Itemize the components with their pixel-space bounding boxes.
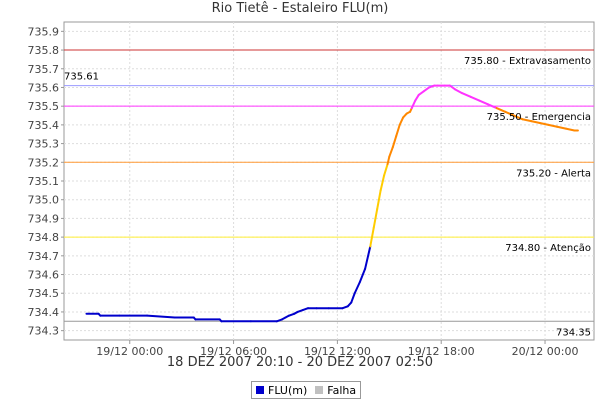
series-segment: [556, 125, 567, 130]
legend-swatch-flu: [256, 386, 264, 394]
chart-subtitle: 18 DEZ 2007 20:10 - 20 DEZ 2007 02:50: [166, 355, 434, 370]
series-segment: [353, 281, 361, 295]
threshold-label: 735.20 - Alerta: [516, 168, 591, 179]
x-tick-label: 19/12 12:00: [304, 345, 371, 358]
y-tick-label: 735.9: [28, 25, 60, 38]
y-tick-label: 735.2: [28, 156, 60, 169]
y-tick-label: 735.7: [28, 63, 60, 76]
x-axis-ticks: 19/12 00:00 19/12 06:00 19/12 12:00 19/12 1…: [96, 340, 578, 358]
legend: FLU(m) Falha: [251, 381, 362, 399]
y-tick-label: 734.9: [28, 212, 60, 225]
series-segment: [379, 174, 386, 192]
y-tick-label: 735.8: [28, 44, 60, 57]
x-tick-label: 20/12 00:00: [512, 345, 579, 358]
x-tick-label: 19/12 06:00: [200, 345, 267, 358]
series-segment: [454, 88, 463, 95]
threshold-label: 735.80 - Extravasamento: [464, 56, 591, 67]
y-tick-label: 735.1: [28, 175, 60, 188]
y-tick-label: 735.5: [28, 100, 60, 113]
y-tick-label: 735.3: [28, 138, 60, 151]
legend-label-falha: Falha: [327, 383, 357, 397]
series-segment: [538, 122, 550, 126]
series-segment: [410, 99, 417, 110]
series-segment: [417, 90, 425, 96]
series-segment: [547, 123, 559, 128]
series-segment: [395, 123, 401, 138]
series-segment: [391, 135, 398, 149]
legend-swatch-falha: [315, 386, 324, 394]
series-segment: [495, 107, 507, 113]
legend-item-falha: Falha: [315, 384, 356, 397]
series-segment: [358, 267, 367, 284]
series-segment: [383, 163, 389, 177]
series-segment: [469, 95, 481, 102]
series-segment: [422, 86, 431, 93]
series-segment: [376, 189, 382, 211]
y-tick-label: 734.8: [28, 231, 60, 244]
y-tick-label: 734.5: [28, 287, 60, 300]
threshold-label: 734.35: [556, 327, 591, 338]
series-segment: [504, 110, 515, 117]
y-axis-ticks: 734.3 734.4 734.5 734.6 734.7 734.8 734.9 735.0…: [28, 25, 64, 338]
series-segment: [478, 99, 489, 106]
series-segment: [146, 314, 176, 319]
series-segment: [512, 114, 524, 121]
series-segment: [369, 226, 375, 248]
x-tick-label: 19/12 00:00: [96, 345, 163, 358]
threshold-labels: 735.80 - Extravasamento 735.50 - Emergenc…: [64, 56, 591, 338]
series-line: [85, 84, 579, 323]
series-segment: [364, 245, 372, 270]
legend-item-flu: FLU(m): [256, 384, 307, 397]
series-segment: [386, 155, 391, 166]
max-marker-label: 735.61: [64, 72, 99, 83]
y-tick-label: 734.3: [28, 325, 60, 338]
series-segment: [564, 127, 576, 132]
series-segment: [530, 120, 541, 125]
series-segment: [414, 93, 420, 102]
y-tick-label: 735.6: [28, 81, 60, 94]
chart-title: Rio Tietê - Estaleiro FLU(m): [211, 1, 389, 16]
series-segment: [521, 118, 533, 123]
y-tick-label: 735.0: [28, 194, 60, 207]
series-segment: [372, 208, 379, 229]
series-segment: [460, 92, 472, 98]
y-tick-label: 734.6: [28, 269, 60, 282]
y-tick-label: 735.4: [28, 119, 60, 132]
threshold-label: 735.50 - Emergencia: [487, 112, 591, 123]
threshold-lines: [64, 49, 594, 322]
x-tick-label: 19/12 18:00: [408, 345, 475, 358]
threshold-label: 734.80 - Atenção: [505, 243, 591, 254]
series-segment: [486, 103, 498, 110]
y-tick-label: 734.4: [28, 306, 60, 319]
series-segment: [448, 84, 457, 91]
series-segment: [398, 116, 405, 126]
series-segment: [388, 146, 394, 158]
series-segment: [350, 292, 356, 304]
legend-label-flu: FLU(m): [268, 383, 308, 397]
y-tick-label: 734.7: [28, 250, 60, 263]
